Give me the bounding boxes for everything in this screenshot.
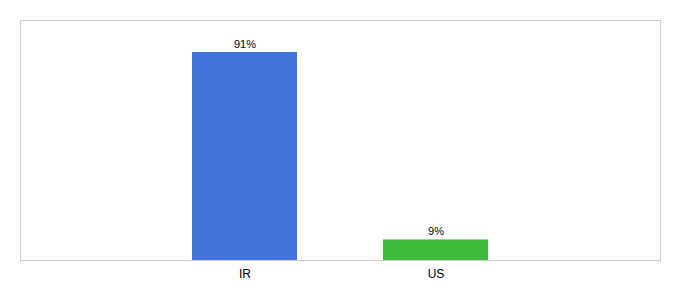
svg-text:IR: IR [239,267,251,281]
svg-text:91%: 91% [234,38,256,50]
svg-text:9%: 9% [428,225,444,237]
svg-text:US: US [428,267,445,281]
